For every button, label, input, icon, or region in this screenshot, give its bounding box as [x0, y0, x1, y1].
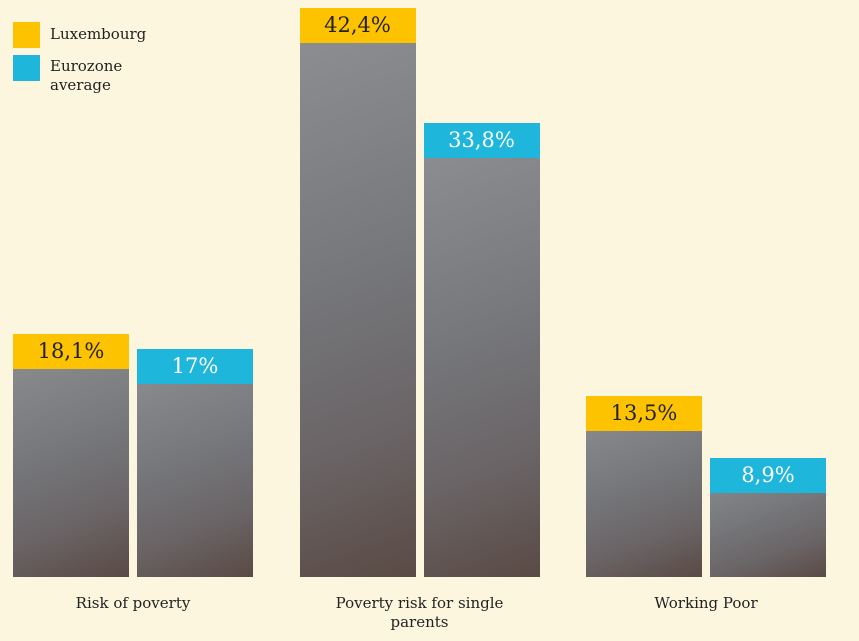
- legend-label: Eurozone average: [50, 57, 160, 95]
- value-label: 13,5%: [586, 396, 702, 431]
- bar: 8,9%: [710, 458, 826, 577]
- value-label: 8,9%: [710, 458, 826, 493]
- x-tick-label: Poverty risk for single parents: [310, 594, 530, 632]
- x-tick-label: Working Poor: [596, 594, 816, 613]
- value-label: 18,1%: [13, 334, 129, 369]
- chart: Luxembourg Eurozone average 18,1%17% Risk o…: [0, 0, 859, 641]
- bar: 33,8%: [424, 123, 540, 577]
- value-label: 42,4%: [300, 8, 416, 43]
- legend-label: Luxembourg: [50, 25, 160, 44]
- value-label: 33,8%: [424, 123, 540, 158]
- legend-swatch: [13, 22, 40, 48]
- bar: 42,4%: [300, 8, 416, 577]
- value-label: 17%: [137, 349, 253, 384]
- bar: 18,1%: [13, 334, 129, 577]
- bar: 17%: [137, 349, 253, 577]
- legend-swatch: [13, 55, 40, 81]
- x-tick-label: Risk of poverty: [23, 594, 243, 613]
- bar: 13,5%: [586, 396, 702, 577]
